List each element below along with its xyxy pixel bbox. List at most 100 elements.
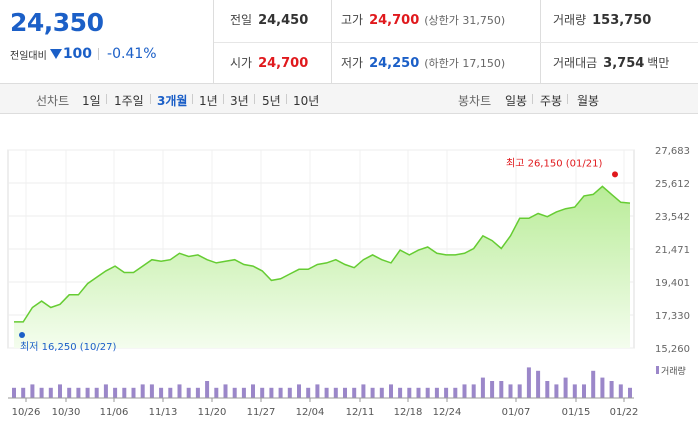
period-3m[interactable]: 3개월 [157, 94, 188, 108]
volume-bar [21, 387, 26, 398]
amount-value: 3,754 [603, 56, 645, 71]
candle-daily[interactable]: 일봉 [505, 94, 528, 108]
candle-weekly[interactable]: 주봉 [540, 94, 563, 108]
x-tick-label: 12/18 [394, 407, 423, 418]
volume-bar [140, 384, 145, 398]
volume-bar [223, 384, 228, 398]
volume-bar [186, 387, 191, 398]
candle-monthly[interactable]: 월봉 [577, 94, 600, 108]
x-tick-label: 12/04 [296, 407, 325, 418]
volume-label: 거래량 [553, 13, 587, 27]
period-10y[interactable]: 10년 [293, 94, 320, 108]
x-tick-label: 12/24 [433, 407, 462, 418]
volume-bar [48, 387, 53, 398]
volume-bar [343, 387, 347, 398]
y-tick-label: 17,330 [655, 311, 690, 322]
volume-bar [103, 384, 108, 398]
volume-bar [205, 381, 210, 398]
volume-bar [76, 387, 81, 398]
volume-bar [471, 384, 476, 398]
period-1w[interactable]: 1주일 [114, 94, 144, 108]
x-tick-label: 12/11 [346, 407, 375, 418]
volume-bar [453, 387, 458, 398]
volume-bar [195, 387, 200, 398]
volume-bar [517, 384, 522, 398]
volume-bar [563, 377, 568, 398]
y-tick-label: 19,401 [655, 278, 690, 289]
lower-limit: (하한가 17,150) [424, 57, 506, 70]
divider [286, 94, 287, 104]
volume-bar [251, 384, 255, 398]
x-tick-label: 10/30 [52, 407, 81, 418]
volume-bar [462, 384, 467, 398]
divider [98, 48, 100, 60]
x-tick-label: 01/22 [610, 407, 639, 418]
volume-legend-swatch [656, 366, 659, 374]
volume-bar [94, 387, 99, 398]
volume-bar [39, 387, 44, 398]
prev-close-value: 24,450 [258, 13, 309, 28]
volume-bar [214, 387, 219, 398]
change-value: 100 [62, 46, 93, 62]
volume-bar [407, 387, 412, 398]
price-change: 전일대비 100 -0.41% [10, 46, 157, 62]
change-percent: -0.41% [107, 46, 157, 62]
candle-chart-label: 봉차트 [458, 94, 492, 108]
y-tick-label: 23,542 [655, 212, 690, 223]
divider [532, 94, 533, 104]
divider [254, 94, 255, 104]
volume-bar [260, 387, 265, 398]
volume-bar [287, 387, 292, 398]
volume-bar [269, 387, 274, 398]
volume-bar [297, 384, 301, 398]
volume-bar [490, 381, 495, 398]
upper-limit: (상한가 31,750) [424, 14, 506, 27]
volume-bar [30, 384, 35, 398]
volume-bar [324, 387, 329, 398]
volume-bar [232, 387, 237, 398]
high-marker [612, 171, 618, 178]
x-tick-label: 10/26 [12, 407, 41, 418]
high-price: 고가 24,700 (상한가 31,750) [341, 11, 505, 28]
volume-bar [554, 384, 559, 398]
divider [106, 94, 107, 104]
volume-bar [379, 387, 384, 398]
volume-bar [434, 387, 439, 398]
y-tick-label: 15,260 [655, 344, 690, 355]
low-price: 저가 24,250 (하한가 17,150) [341, 54, 505, 71]
volume-bar [159, 387, 164, 398]
trade-amount: 거래대금 3,754 백만 [553, 54, 675, 71]
amount-unit: 백만 [647, 56, 670, 70]
period-5y[interactable]: 5년 [262, 94, 281, 108]
volume-bar [526, 367, 531, 398]
volume-bar [480, 377, 485, 398]
volume-bar [131, 387, 136, 398]
y-tick-label: 21,471 [655, 245, 690, 256]
line-chart-label: 선차트 [36, 94, 70, 108]
quote-summary: 24,350 전일대비 100 -0.41% 전일 24,450 시가 24,7… [0, 0, 698, 84]
x-tick-label: 11/27 [247, 407, 276, 418]
volume-bar [177, 384, 182, 398]
down-triangle-icon [49, 49, 62, 59]
period-3y[interactable]: 3년 [230, 94, 249, 108]
volume-bar [12, 387, 16, 398]
low-marker [19, 332, 25, 338]
volume-bar [149, 384, 154, 398]
volume-bar [425, 387, 430, 398]
divider [214, 42, 698, 43]
volume-bar [58, 384, 62, 398]
volume-bar [628, 387, 632, 398]
open-price: 시가 24,700 [230, 54, 308, 71]
price-line [14, 185, 631, 323]
period-1y[interactable]: 1년 [199, 94, 218, 108]
y-tick-label: 25,612 [655, 179, 690, 190]
volume-bar [508, 384, 513, 398]
x-tick-label: 11/20 [198, 407, 227, 418]
volume-bar [582, 384, 586, 398]
period-1d[interactable]: 1일 [82, 94, 101, 108]
y-tick-label: 27,683 [655, 146, 690, 157]
volume-bar [416, 387, 421, 398]
x-tick-label: 11/06 [100, 407, 129, 418]
volume-bar [168, 387, 173, 398]
